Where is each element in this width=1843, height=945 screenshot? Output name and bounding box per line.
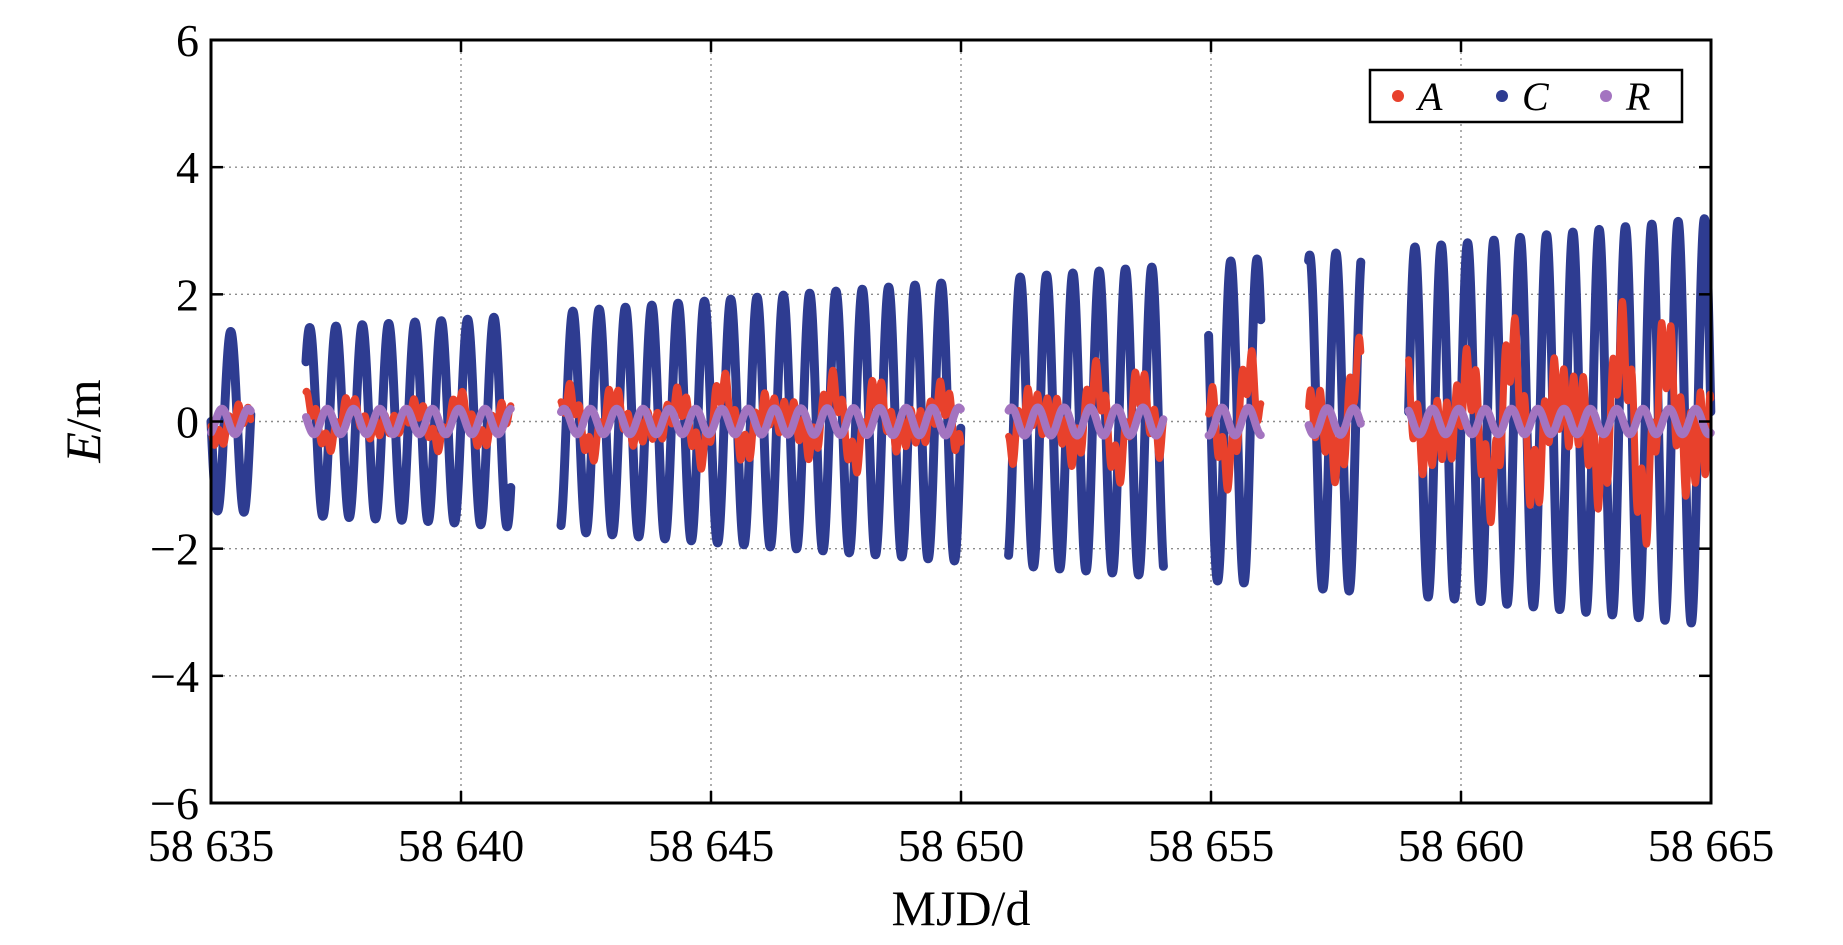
legend-box bbox=[1368, 68, 1684, 124]
series-R-line-1 bbox=[302, 404, 515, 439]
ticks bbox=[209, 38, 1713, 805]
series-A-line-4 bbox=[1205, 347, 1265, 494]
y-tick-label-3: 0 bbox=[176, 397, 199, 448]
x-tick-label-3: 58 650 bbox=[898, 820, 1025, 871]
legend-marker-C bbox=[1496, 90, 1508, 102]
y-tick-label-0: −6 bbox=[150, 778, 199, 829]
y-tick-label-5: 4 bbox=[176, 142, 199, 193]
series-C-line-0 bbox=[206, 327, 256, 517]
series-layer bbox=[206, 214, 1716, 628]
series-R-line-6 bbox=[1404, 404, 1715, 439]
legend-label-A: A bbox=[1415, 74, 1443, 119]
x-tick-label-5: 58 660 bbox=[1398, 820, 1525, 871]
legend-label-R: R bbox=[1625, 74, 1650, 119]
series-R-line-3 bbox=[1004, 403, 1168, 440]
legend-marker-A bbox=[1392, 90, 1404, 102]
x-tick-label-1: 58 640 bbox=[398, 820, 525, 871]
series-R-line-2 bbox=[557, 403, 965, 440]
series-C-line-5 bbox=[1304, 248, 1366, 596]
x-tick-label-2: 58 645 bbox=[648, 820, 775, 871]
series-C-line-2 bbox=[556, 278, 966, 566]
x-tick-label-6: 58 665 bbox=[1648, 820, 1775, 871]
y-axis-label-unit: /m bbox=[55, 379, 111, 432]
series-R-line-0 bbox=[207, 404, 255, 439]
y-tick-label-4: 2 bbox=[176, 269, 199, 320]
y-tick-label-6: 6 bbox=[176, 15, 199, 66]
y-tick-label-1: −4 bbox=[150, 651, 199, 702]
legend-label-C: C bbox=[1522, 74, 1550, 119]
legend-marker-R bbox=[1600, 90, 1612, 102]
series-C-line-6 bbox=[1404, 214, 1716, 628]
y-axis-label: E/m bbox=[55, 379, 111, 463]
x-tick-label-4: 58 655 bbox=[1148, 820, 1275, 871]
tick-labels: 58 635 58 640 58 645 58 650 58 655 58 660 58 6… bbox=[148, 15, 1775, 871]
x-axis-label: MJD/d bbox=[892, 880, 1031, 936]
y-axis-label-symbol: E bbox=[55, 432, 111, 464]
series-R-line-5 bbox=[1304, 404, 1365, 439]
series-R-line-4 bbox=[1204, 403, 1265, 440]
series-R bbox=[207, 403, 1715, 440]
x-tick-label-0: 58 635 bbox=[148, 820, 275, 871]
series-C-line-3 bbox=[1004, 262, 1168, 580]
y-tick-label-2: −2 bbox=[150, 524, 199, 575]
